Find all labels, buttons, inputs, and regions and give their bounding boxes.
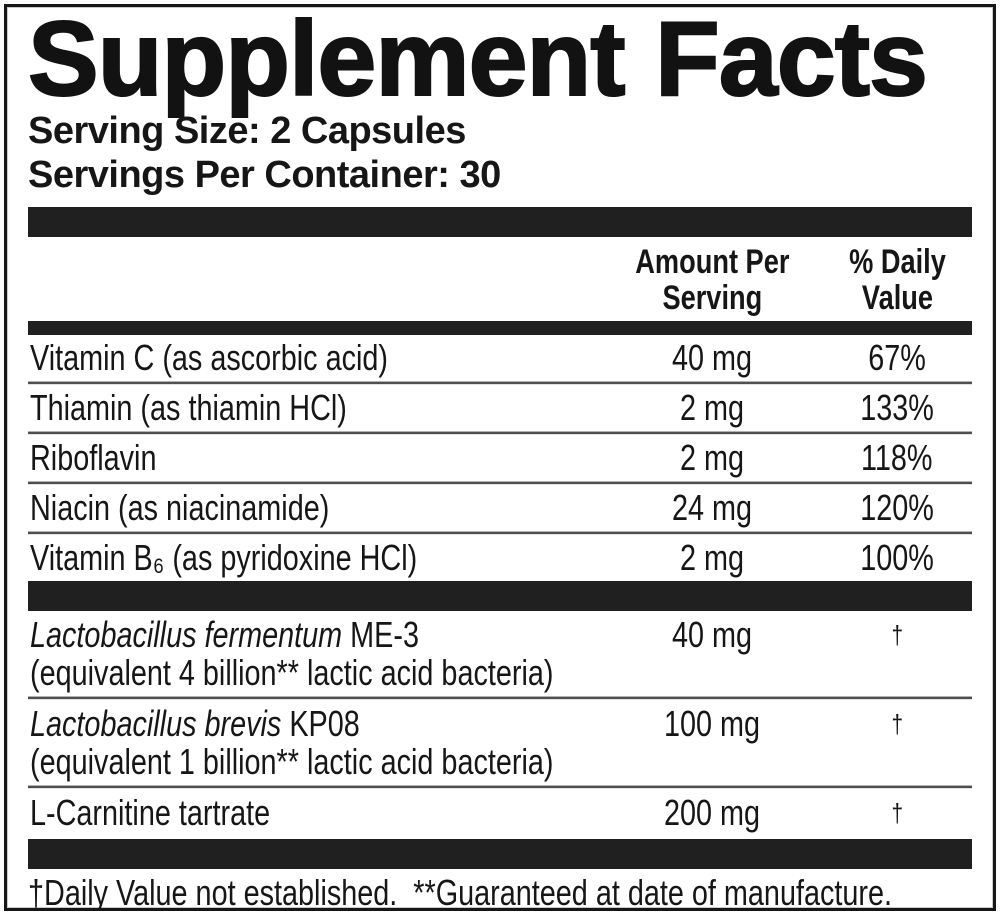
servings-per-container: Servings Per Container: 30 <box>28 154 501 197</box>
ingredient-name-rest: ME-3 <box>342 613 419 655</box>
dv-header-line2: Value <box>861 278 933 317</box>
row-separator <box>28 784 972 789</box>
amount-header-line1: Amount Per <box>634 243 790 282</box>
ingredient-amount: 40 mg <box>671 613 753 655</box>
row-separator <box>28 695 972 700</box>
dv-header-line1: % Daily <box>848 243 946 282</box>
serving-size: Serving Size: 2 Capsules <box>28 109 466 152</box>
nutrient-name: Vitamin B₆ (as pyridoxine HCl) <box>30 536 418 578</box>
nutrient-name: Thiamin (as thiamin HCl) <box>30 386 347 428</box>
nutrient-name: Riboflavin <box>30 436 157 478</box>
dagger-symbol: † <box>891 619 903 650</box>
divider-bar-top <box>28 207 972 238</box>
ingredient-row-l-carnitine: L-Carnitine tartrate 200 mg † <box>28 789 972 839</box>
ingredient-subtext: (equivalent 1 billion** lactic acid bact… <box>30 740 554 782</box>
nutrient-dv: 120% <box>860 486 934 528</box>
nutrient-row-riboflavin: Riboflavin 2 mg 118% <box>28 435 972 481</box>
nutrient-row-vitamin-c: Vitamin C (as ascorbic acid) 40 mg 67% <box>28 335 972 381</box>
nutrient-amount: 2 mg <box>679 386 745 428</box>
daily-value-header: % Daily Value <box>822 243 972 317</box>
amount-header-line2: Serving <box>662 278 762 317</box>
row-separator <box>28 380 972 385</box>
divider-bar-header <box>28 320 972 335</box>
ingredient-name-rest: KP08 <box>281 702 360 744</box>
nutrient-amount: 24 mg <box>671 486 753 528</box>
row-separator <box>28 430 972 435</box>
divider-bar-middle <box>28 580 972 611</box>
nutrient-row-niacin: Niacin (as niacinamide) 24 mg 120% <box>28 485 972 531</box>
nutrient-name: Vitamin C (as ascorbic acid) <box>30 336 388 378</box>
empty-header-cell <box>28 245 602 316</box>
nutrient-name: Niacin (as niacinamide) <box>30 486 330 528</box>
ingredient-amount: 100 mg <box>663 702 761 744</box>
footnote: †Daily Value not established. **Guarante… <box>28 869 972 911</box>
ingredient-row-lactobacillus-brevis: Lactobacillus brevis KP08 (equivalent 1 … <box>28 700 972 785</box>
ingredient-row-lactobacillus-fermentum: Lactobacillus fermentum ME-3 (equivalent… <box>28 611 972 696</box>
ingredient-name-italic: Lactobacillus brevis <box>30 702 282 744</box>
divider-bar-bottom <box>28 838 972 869</box>
row-separator <box>28 480 972 485</box>
nutrient-row-thiamin: Thiamin (as thiamin HCl) 2 mg 133% <box>28 385 972 431</box>
ingredient-amount: 200 mg <box>663 791 761 833</box>
ingredient-name-italic: Lactobacillus fermentum <box>30 613 343 655</box>
ingredient-subtext: (equivalent 4 billion** lactic acid bact… <box>30 651 554 693</box>
nutrient-row-vitamin-b6: Vitamin B₆ (as pyridoxine HCl) 2 mg 100% <box>28 535 972 581</box>
row-separator <box>28 530 972 535</box>
amount-per-serving-header: Amount Per Serving <box>602 243 822 317</box>
ingredient-name: L-Carnitine tartrate <box>30 791 271 833</box>
panel-title: Supplement Facts <box>27 4 929 118</box>
nutrient-dv: 133% <box>860 386 934 428</box>
footnote-text: †Daily Value not established. **Guarante… <box>28 871 893 911</box>
nutrient-dv: 100% <box>860 536 934 578</box>
nutrient-dv: 67% <box>868 336 926 378</box>
nutrient-amount: 2 mg <box>679 436 745 478</box>
dagger-symbol: † <box>891 797 903 828</box>
dagger-symbol: † <box>891 708 903 739</box>
supplement-facts-panel: Supplement Facts Serving Size: 2 Capsule… <box>4 4 996 911</box>
nutrient-dv: 118% <box>861 436 933 478</box>
nutrient-amount: 40 mg <box>671 336 753 378</box>
nutrient-amount: 2 mg <box>679 536 745 578</box>
column-header-row: Amount Per Serving % Daily Value <box>28 237 972 320</box>
